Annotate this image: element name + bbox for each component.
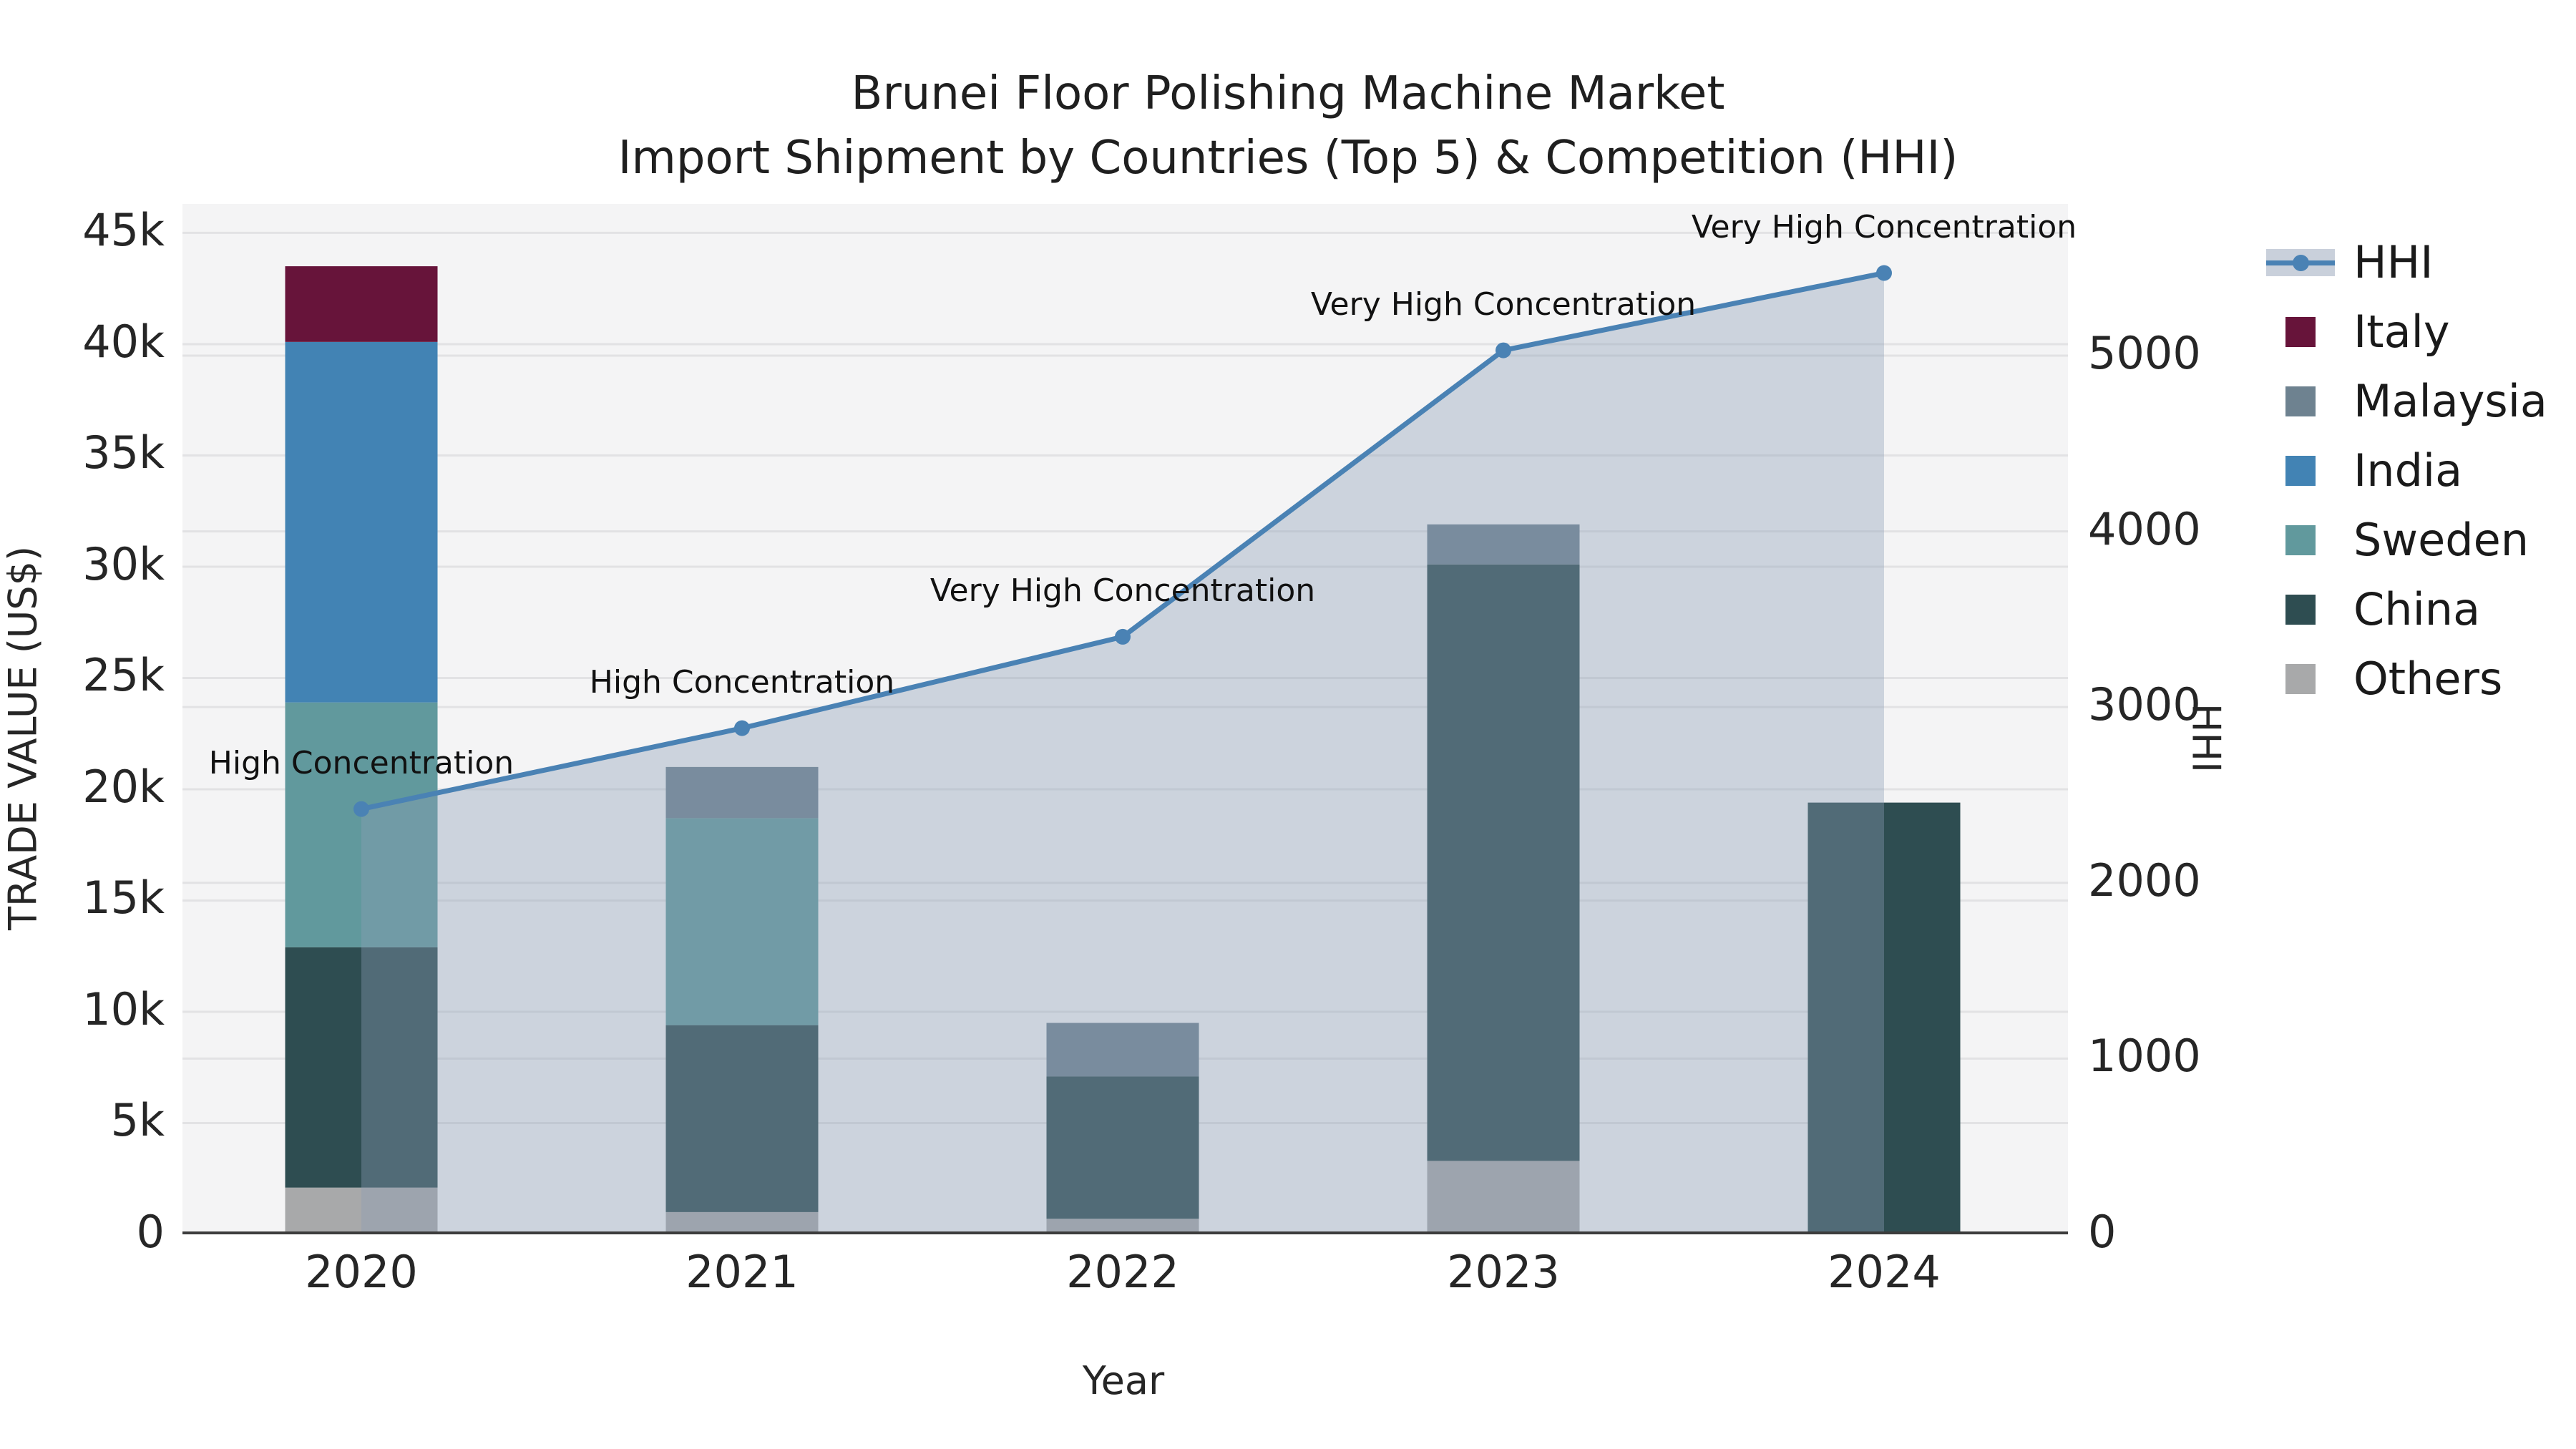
hhi-marker-2020	[353, 801, 369, 817]
y-axis-tick-left: 20k	[82, 760, 165, 813]
y-axis-tick-left: 25k	[82, 649, 165, 702]
legend-swatch-icon	[2265, 455, 2336, 486]
y-axis-tick-right: 0	[2088, 1206, 2117, 1258]
hhi-area-fill	[361, 273, 1884, 1234]
bar-segment-sweden-2020	[285, 702, 438, 947]
legend-label: India	[2353, 444, 2463, 497]
x-axis-tick: 2020	[305, 1246, 418, 1298]
legend-swatch-icon	[2265, 316, 2336, 347]
chart-title-line2: Import Shipment by Countries (Top 5) & C…	[618, 132, 1958, 185]
y-axis-tick-right: 5000	[2088, 326, 2201, 379]
bar-segment-malaysia-2023	[1427, 524, 1580, 565]
bar-segment-china-2021	[665, 1025, 819, 1212]
bar-segment-china-2024	[1807, 802, 1961, 1234]
hhi-marker-2021	[734, 720, 750, 736]
chart-title: Brunei Floor Polishing Machine Market Im…	[0, 62, 2576, 190]
hhi-marker-2024	[1876, 265, 1892, 281]
hhi-annotation: Very High Concentration	[930, 572, 1316, 609]
x-axis-tick: 2022	[1066, 1246, 1179, 1298]
y-axis-tick-right: 3000	[2088, 678, 2201, 731]
bar-segment-italy-2020	[285, 266, 438, 342]
hhi-annotation: Very High Concentration	[1310, 286, 1697, 323]
x-axis-tick: 2024	[1828, 1246, 1941, 1298]
x-axis-tick: 2023	[1447, 1246, 1560, 1298]
legend-swatch-icon	[2265, 594, 2336, 625]
y-axis-tick-left: 30k	[82, 537, 165, 590]
chart-title-line1: Brunei Floor Polishing Machine Market	[851, 67, 1725, 120]
y-axis-tick-left: 5k	[110, 1094, 165, 1147]
legend-item-italy: Italy	[2265, 297, 2547, 366]
legend-item-malaysia: Malaysia	[2265, 366, 2547, 436]
hhi-annotation: High Concentration	[589, 663, 895, 701]
x-axis-tick: 2021	[686, 1246, 799, 1298]
bar-segment-malaysia-2021	[665, 766, 819, 819]
legend-item-sweden: Sweden	[2265, 505, 2547, 575]
legend-label: HHI	[2353, 236, 2434, 288]
bar-segment-sweden-2021	[665, 818, 819, 1025]
legend-label: Malaysia	[2353, 375, 2547, 427]
y-axis-title-right: HHI	[2183, 703, 2229, 774]
hhi-annotation: High Concentration	[208, 744, 514, 781]
legend-item-others: Others	[2265, 644, 2547, 713]
legend-swatch-icon	[2265, 525, 2336, 555]
legend-label: Sweden	[2353, 514, 2529, 566]
legend-swatch-icon	[2265, 663, 2336, 694]
legend-label: Others	[2353, 653, 2503, 705]
legend-line-icon	[2265, 248, 2336, 276]
bar-segment-china-2020	[285, 947, 438, 1188]
hhi-annotation: Very High Concentration	[1691, 208, 2077, 245]
y-axis-tick-left: 15k	[82, 872, 165, 924]
y-axis-tick-left: 35k	[82, 426, 165, 479]
legend-label: China	[2353, 583, 2481, 635]
legend-label: Italy	[2353, 306, 2450, 358]
bar-segment-others-2021	[665, 1211, 819, 1234]
bar-segment-china-2022	[1046, 1076, 1199, 1219]
bar-segment-china-2023	[1427, 564, 1580, 1161]
y-axis-tick-left: 40k	[82, 315, 165, 368]
legend-item-china: China	[2265, 575, 2547, 644]
bar-segment-others-2020	[285, 1187, 438, 1234]
bar-segment-india-2020	[285, 341, 438, 703]
bar-segment-malaysia-2022	[1046, 1023, 1199, 1077]
x-axis-title: Year	[1082, 1358, 1165, 1403]
legend-swatch-icon	[2265, 386, 2336, 416]
legend-item-india: India	[2265, 436, 2547, 505]
legend-item-hhi: HHI	[2265, 228, 2547, 297]
hhi-marker-2022	[1115, 628, 1131, 645]
bar-segment-others-2023	[1427, 1161, 1580, 1234]
y-axis-tick-right: 1000	[2088, 1030, 2201, 1083]
plot-canvas	[182, 231, 2068, 1234]
legend: HHI Italy Malaysia India Sweden China Others	[2265, 228, 2547, 713]
y-axis-title-left: TRADE VALUE (US$)	[0, 545, 46, 931]
y-axis-tick-right: 4000	[2088, 502, 2201, 555]
y-axis-tick-left: 45k	[82, 204, 165, 257]
y-axis-tick-right: 2000	[2088, 854, 2201, 907]
hhi-marker-2023	[1496, 342, 1511, 358]
y-axis-tick-left: 0	[136, 1206, 165, 1258]
bar-segment-others-2022	[1046, 1219, 1199, 1234]
y-axis-tick-left: 10k	[82, 982, 165, 1035]
